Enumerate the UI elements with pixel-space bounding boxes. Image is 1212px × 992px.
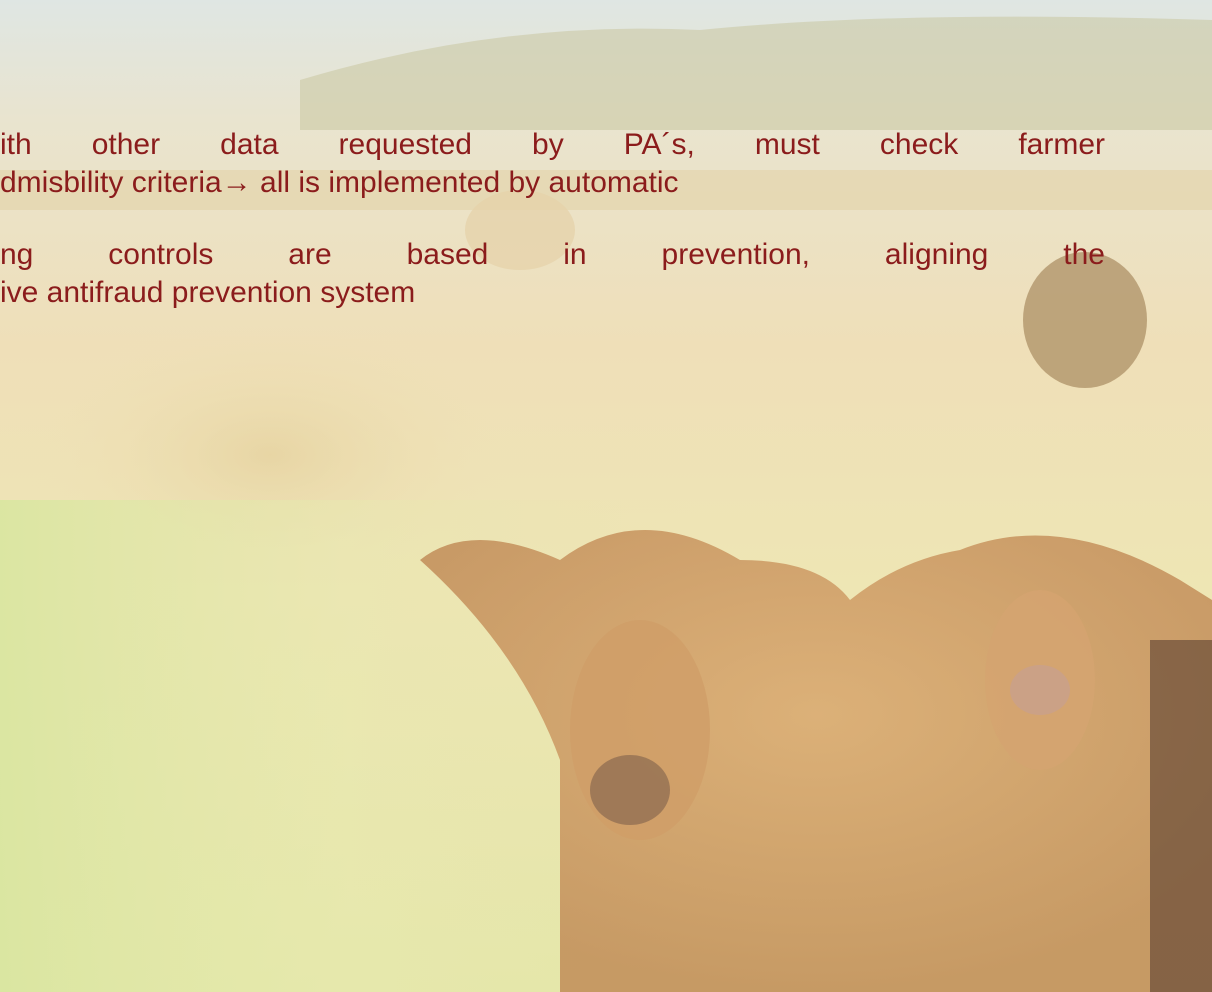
text-line: ng controls are based in prevention, ali… [0,237,1105,273]
text-line: ive antifraud prevention system [0,275,415,311]
text-line: dmisbility criteria→ all is implemented … [0,165,679,201]
slide: ith other data requested by PA´s, must c… [0,0,1212,992]
text-line: ith other data requested by PA´s, must c… [0,127,1105,163]
